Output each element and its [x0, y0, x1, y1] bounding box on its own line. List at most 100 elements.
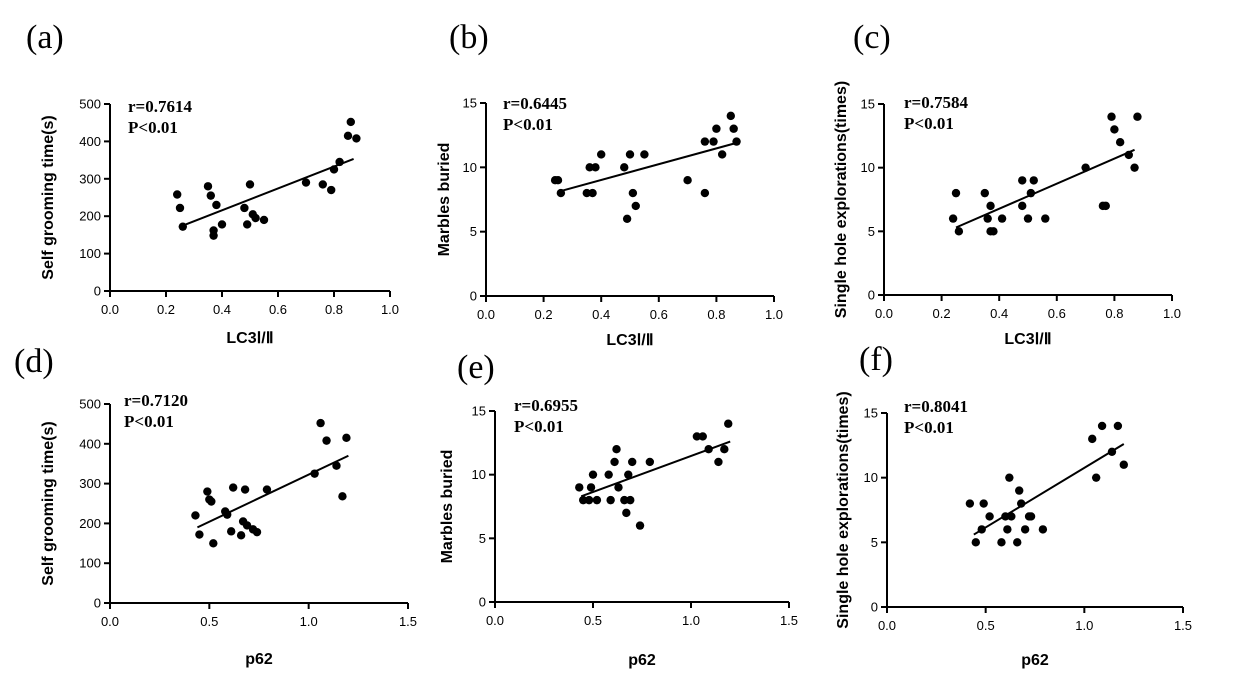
x-axis-title: LC3Ⅰ/Ⅱ [226, 330, 273, 347]
y-tick-label: 0 [470, 289, 477, 304]
regression-line [557, 141, 737, 193]
data-point [606, 495, 615, 505]
data-point [1015, 486, 1024, 495]
p-value-label: P<0.01 [904, 418, 954, 437]
panel-label: (e) [457, 349, 495, 386]
data-point [1020, 525, 1030, 534]
panel-c: (c) r=0.7584 P<0.01 0 5 10 15 0.0 0.2 0.4 0.6 0.8 1.… [833, 19, 1181, 348]
y-tick-label: 10 [864, 470, 878, 485]
panel-label: (a) [26, 19, 64, 56]
data-point [259, 215, 269, 225]
x-tick-label: 0.4 [213, 302, 231, 317]
y-tick-label: 500 [79, 97, 101, 112]
data-point [612, 445, 621, 454]
correlation-r-label: r=0.8041 [904, 397, 968, 416]
x-tick-label: 0.6 [1048, 306, 1066, 321]
data-point [631, 201, 640, 211]
data-point [732, 137, 741, 146]
y-tick-label: 0 [94, 596, 101, 611]
data-point [1133, 112, 1142, 121]
regression-line [973, 443, 1125, 536]
data-point [209, 226, 218, 235]
x-axis-title: p62 [1021, 652, 1049, 669]
data-point [228, 483, 238, 492]
data-point [173, 190, 182, 199]
data-point [252, 527, 262, 537]
y-tick-label: 300 [79, 171, 101, 186]
data-point [635, 521, 645, 530]
x-tick-label: 0.0 [878, 618, 896, 633]
data-point [717, 150, 727, 159]
y-tick-label: 200 [79, 516, 101, 531]
x-tick-label: 1.0 [1163, 306, 1181, 321]
x-tick-label: 0.6 [269, 302, 287, 317]
panel-b: (b) r=0.6445 P<0.01 0 5 10 15 0.0 0.2 0.4 0.6 0.8 1.… [436, 19, 783, 349]
data-point [338, 492, 347, 501]
x-tick-label: 1.5 [780, 613, 798, 628]
p-value-label: P<0.01 [124, 412, 174, 431]
panel-label: (c) [853, 19, 891, 56]
data-point [1088, 434, 1097, 444]
data-point [1101, 201, 1110, 211]
y-tick-label: 500 [79, 397, 101, 412]
data-point [626, 495, 635, 505]
p-value-label: P<0.01 [128, 118, 178, 137]
x-tick-label: 1.5 [1174, 618, 1192, 633]
data-point [1023, 214, 1033, 223]
data-point [1003, 525, 1012, 534]
data-point [1107, 447, 1117, 456]
x-tick-label: 0.5 [584, 613, 602, 628]
y-tick-label: 5 [868, 224, 875, 239]
data-point [1081, 163, 1090, 172]
y-tick-label: 100 [79, 556, 101, 571]
data-point [1013, 538, 1022, 547]
data-point [316, 418, 325, 428]
data-point [203, 487, 212, 496]
data-point [965, 499, 975, 508]
data-point [704, 445, 713, 454]
y-tick-label: 10 [861, 160, 875, 175]
data-point [620, 163, 629, 172]
data-point [1110, 125, 1119, 134]
data-point [628, 457, 637, 467]
y-tick-label: 5 [470, 224, 477, 239]
y-axis-title: Single hole explorations(times) [835, 391, 852, 628]
data-point [980, 188, 989, 198]
x-tick-label: 1.0 [1075, 618, 1093, 633]
data-point [226, 527, 236, 536]
y-axis-title: Single hole explorations(times) [833, 81, 850, 318]
data-point [1097, 421, 1107, 431]
data-point [335, 157, 344, 167]
data-point [242, 521, 252, 530]
y-tick-label: 100 [79, 246, 101, 261]
data-point [332, 461, 341, 470]
y-tick-label: 0 [94, 284, 101, 299]
data-point [236, 531, 246, 540]
data-point [989, 227, 998, 236]
data-point [217, 220, 227, 229]
y-axis-title: Self grooming time(s) [40, 421, 57, 585]
data-point [329, 165, 339, 174]
data-point [645, 457, 655, 467]
data-point [700, 137, 710, 146]
x-axis-title: p62 [628, 652, 656, 669]
data-point [948, 214, 958, 223]
data-point [584, 495, 594, 505]
panel-label: (d) [14, 343, 54, 380]
data-point [997, 538, 1006, 547]
data-point [951, 188, 961, 198]
data-point [640, 150, 649, 159]
y-tick-label: 10 [472, 467, 486, 482]
y-tick-label: 15 [463, 96, 477, 111]
data-point [1001, 512, 1010, 521]
y-tick-label: 400 [79, 134, 101, 149]
correlation-r-label: r=0.7584 [904, 93, 968, 112]
y-tick-label: 300 [79, 476, 101, 491]
data-point [985, 512, 994, 521]
data-point [322, 436, 331, 445]
data-point [582, 188, 591, 198]
data-point [191, 511, 200, 520]
data-point [977, 525, 986, 534]
data-point [251, 213, 260, 223]
